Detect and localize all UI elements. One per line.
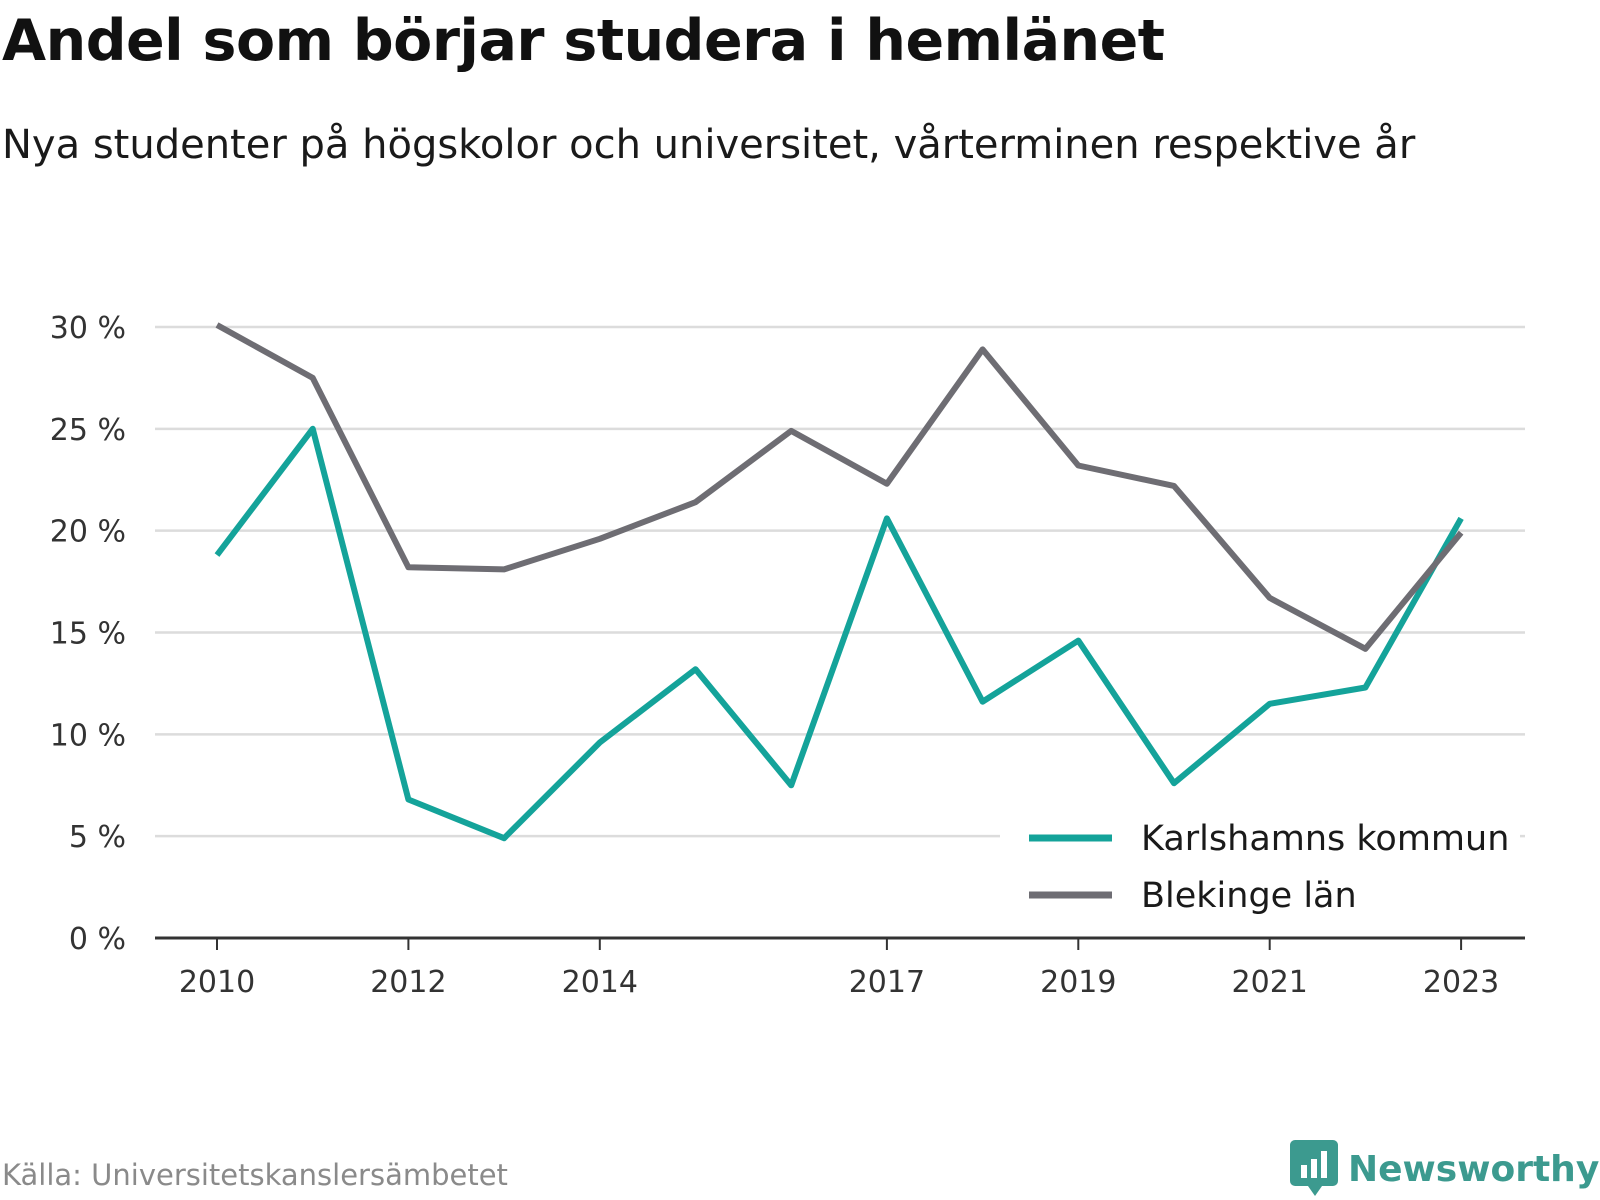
legend: Karlshamns kommun Blekinge län [1000,800,1520,916]
legend-label-blekinge: Blekinge län [1141,876,1357,916]
y-tick-label: 0 % [69,922,126,957]
x-tick-label: 2021 [1232,965,1308,1000]
line-chart: 0 %5 %10 %15 %20 %25 %30 % 2010 2012 2014 2… [50,311,1525,1000]
y-tick-label: 10 % [50,718,126,753]
chart-title: Andel som börjar studera i hemlänet [2,8,1165,74]
brand-name: Newsworthy [1348,1148,1600,1190]
series-lines [214,322,1464,842]
x-tick-label: 2014 [562,965,638,1000]
series-line-1 [215,322,1464,652]
x-tick-label: 2012 [370,965,446,1000]
x-tick-label: 2019 [1040,965,1116,1000]
y-tick-label: 20 % [50,515,126,550]
bar-chart-bubble-icon [1290,1140,1338,1196]
series-line-0 [214,425,1464,842]
y-axis-tick-labels: 0 % 5 % 10 % 15 % 20 % 25 % 30 % [50,311,126,957]
brand-logo: Newsworthy [1290,1140,1599,1198]
y-tick-label: 30 % [50,311,126,346]
chart-subtitle: Nya studenter på högskolor och universit… [2,122,1416,168]
legend-label-karlshamns: Karlshamns kommun [1141,819,1509,859]
x-tick-label: 2017 [849,965,925,1000]
y-tick-label: 5 % [69,820,126,855]
grid-lines [155,325,1525,838]
source-note: Källa: Universitetskanslersämbetet [2,1158,508,1192]
y-tick-label: 15 % [50,617,126,652]
x-tick-label: 2010 [179,965,255,1000]
x-tick-label: 2023 [1423,965,1499,1000]
x-axis-ticks: 2010 2012 2014 2017 2019 2021 2023 [179,938,1499,1000]
y-tick-label: 25 % [50,413,126,448]
